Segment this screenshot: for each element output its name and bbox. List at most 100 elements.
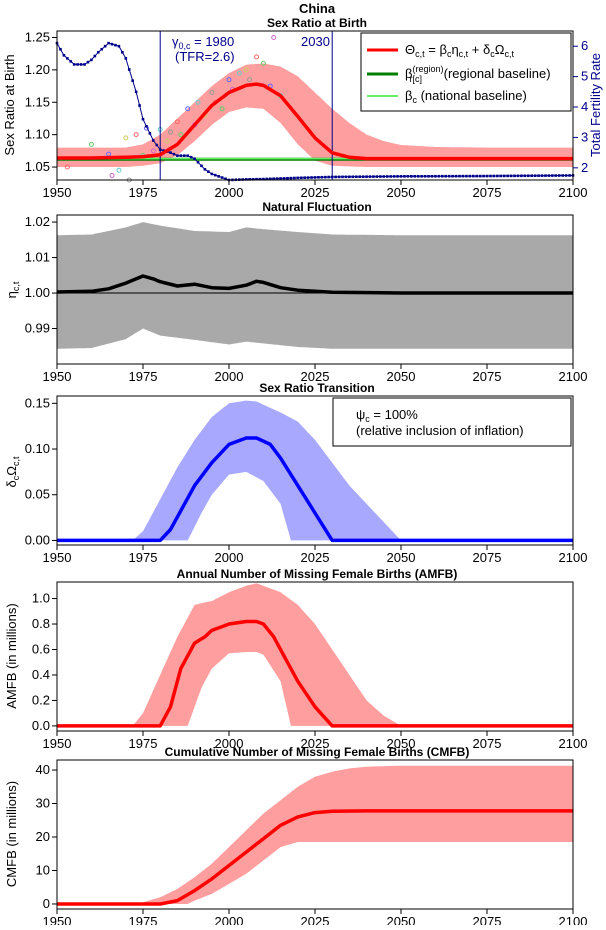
amfb-y-tick-label: 0.4 (32, 667, 50, 682)
tfr-point (76, 63, 79, 66)
trans-x-tick-label: 2000 (215, 550, 244, 565)
tfr-point (361, 175, 365, 178)
y2-tick-label: 6 (581, 38, 588, 53)
srb-observation-point (236, 70, 242, 76)
tfr-point (203, 168, 207, 171)
tfr-point (310, 176, 313, 179)
trans-y-tick-label: 0.00 (25, 532, 50, 547)
tfr-point (372, 175, 375, 178)
fluct-x-tick-label: 1950 (43, 369, 72, 384)
tfr-point (392, 175, 396, 178)
tfr-point (207, 170, 210, 173)
tfr-point (210, 172, 214, 176)
fluct-x-tick-label: 2025 (301, 369, 330, 384)
tfr-point (375, 175, 379, 178)
tfr-point (303, 176, 306, 179)
trans-x-tick-label: 2075 (473, 550, 502, 565)
cmfb-median-line (57, 809, 573, 906)
srb-observation-point (185, 106, 191, 112)
tfr-point (365, 175, 368, 178)
tfr-point (544, 174, 547, 177)
y2-tick-label: 4 (581, 99, 588, 114)
tfr-point (551, 174, 554, 177)
tfr-point (79, 63, 83, 66)
tfr-point (179, 154, 183, 157)
tfr-point (499, 174, 503, 178)
tfr-point (193, 157, 196, 161)
srb-observation-point (174, 119, 180, 125)
tfr-point (557, 174, 561, 177)
tfr-point (458, 174, 461, 178)
tfr-point (406, 175, 410, 178)
tfr-point (62, 54, 66, 57)
tfr-point (262, 177, 265, 181)
tfr-point (341, 175, 344, 179)
tfr-point (93, 54, 97, 58)
tfr-point (561, 174, 564, 177)
srb-observation-point (260, 60, 266, 66)
amfb-x-tick-label: 2000 (215, 736, 244, 751)
tfr-point (306, 176, 310, 179)
tfr-point (513, 174, 516, 178)
tfr-point (399, 175, 403, 178)
srb-observation-point (64, 164, 70, 170)
srb-observation-point (219, 106, 225, 112)
tfr-point (509, 174, 513, 178)
tfr-point (489, 174, 492, 178)
tfr-point (478, 174, 482, 178)
tfr-point (141, 117, 145, 121)
tfr-point (59, 47, 62, 51)
tfr-point (447, 174, 451, 178)
tfr-point (434, 174, 437, 178)
tfr-point (134, 90, 138, 94)
amfb-uncertainty-band (57, 583, 573, 726)
tfr-point (169, 151, 172, 154)
tfr-point (523, 174, 527, 178)
fluct-uncertainty-band (57, 222, 573, 349)
tfr-point (90, 58, 93, 62)
srb-start-sub: (TFR=2.6) (175, 49, 235, 64)
tfr-point (416, 174, 420, 178)
cmfb-x-tick-label: 2000 (215, 914, 244, 925)
srb-panel: Sex Ratio at Birth Sex Ratio at Birth To… (2, 16, 603, 183)
trans-x-tick-label: 2100 (559, 550, 588, 565)
fluct-x-tick-label: 2100 (559, 369, 588, 384)
tfr-point (520, 174, 523, 178)
amfb-y-tick-label: 0.6 (32, 641, 50, 656)
srb-uncertainty-band (57, 63, 573, 167)
srb-ylabel: Sex Ratio at Birth (2, 54, 17, 155)
tfr-point (540, 174, 544, 177)
tfr-point (379, 175, 382, 178)
tfr-point (107, 41, 110, 45)
tfr-point (155, 143, 159, 147)
tfr-point (468, 174, 472, 178)
tfr-point (440, 174, 444, 178)
cmfb-y-tick-label: 40 (36, 762, 50, 777)
amfb-x-tick-label: 1975 (129, 736, 158, 751)
tfr-point (554, 174, 558, 177)
tfr-point (286, 176, 289, 180)
tfr-point (220, 176, 224, 179)
tfr-point (103, 44, 107, 48)
srb-x-tick-label: 2025 (301, 185, 330, 200)
tfr-point (172, 152, 176, 156)
tfr-point (83, 63, 86, 66)
tfr-point (224, 177, 227, 181)
tfr-point (138, 104, 141, 107)
tfr-point (465, 174, 468, 178)
tfr-point (279, 177, 282, 180)
trans-legend-line2: (relative inclusion of inflation) (356, 423, 524, 438)
trans-uncertainty-band (57, 400, 573, 541)
tfr-point (351, 175, 355, 179)
amfb-y-tick-label: 0.2 (32, 692, 50, 707)
tfr-point (496, 174, 499, 178)
tfr-point (117, 44, 121, 48)
srb-observation-point (178, 132, 184, 138)
tfr-point (265, 177, 269, 181)
tfr-point (330, 175, 334, 179)
tfr-point (213, 173, 217, 177)
y2-tick-label: 2 (581, 160, 588, 175)
srb-x-tick-label: 1950 (43, 185, 72, 200)
srb-y-tick-label: 1.10 (25, 127, 50, 142)
